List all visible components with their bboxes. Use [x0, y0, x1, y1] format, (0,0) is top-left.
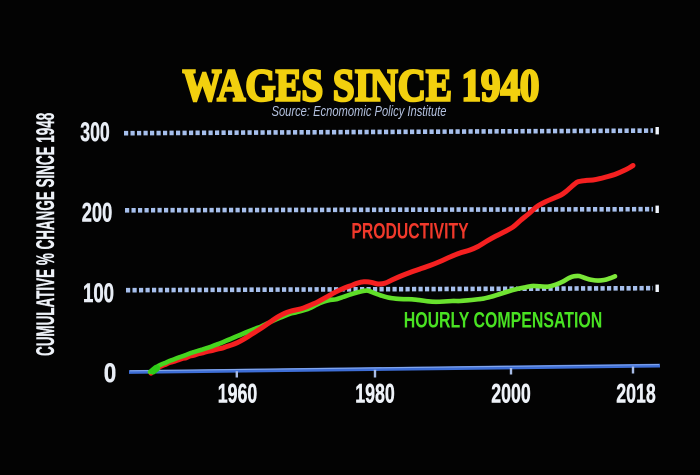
svg-text:1980: 1980	[355, 378, 395, 409]
svg-text:Source: Ecnomomic Policy Insti: Source: Ecnomomic Policy Institute	[271, 102, 446, 119]
svg-text:WAGES SINCE 1940: WAGES SINCE 1940	[183, 61, 540, 112]
svg-text:200: 200	[82, 197, 113, 227]
svg-text:HOURLY COMPENSATION: HOURLY COMPENSATION	[404, 309, 603, 333]
svg-text:100: 100	[83, 278, 114, 308]
svg-text:300: 300	[80, 116, 110, 147]
svg-text:1960: 1960	[218, 378, 258, 409]
svg-text:CUMULATIVE % CHANGE SINCE 1948: CUMULATIVE % CHANGE SINCE 1948	[33, 113, 60, 356]
svg-text:PRODUCTIVITY: PRODUCTIVITY	[351, 220, 468, 244]
svg-text:0: 0	[104, 359, 117, 388]
svg-text:2018: 2018	[616, 378, 656, 409]
svg-text:2000: 2000	[491, 378, 531, 409]
